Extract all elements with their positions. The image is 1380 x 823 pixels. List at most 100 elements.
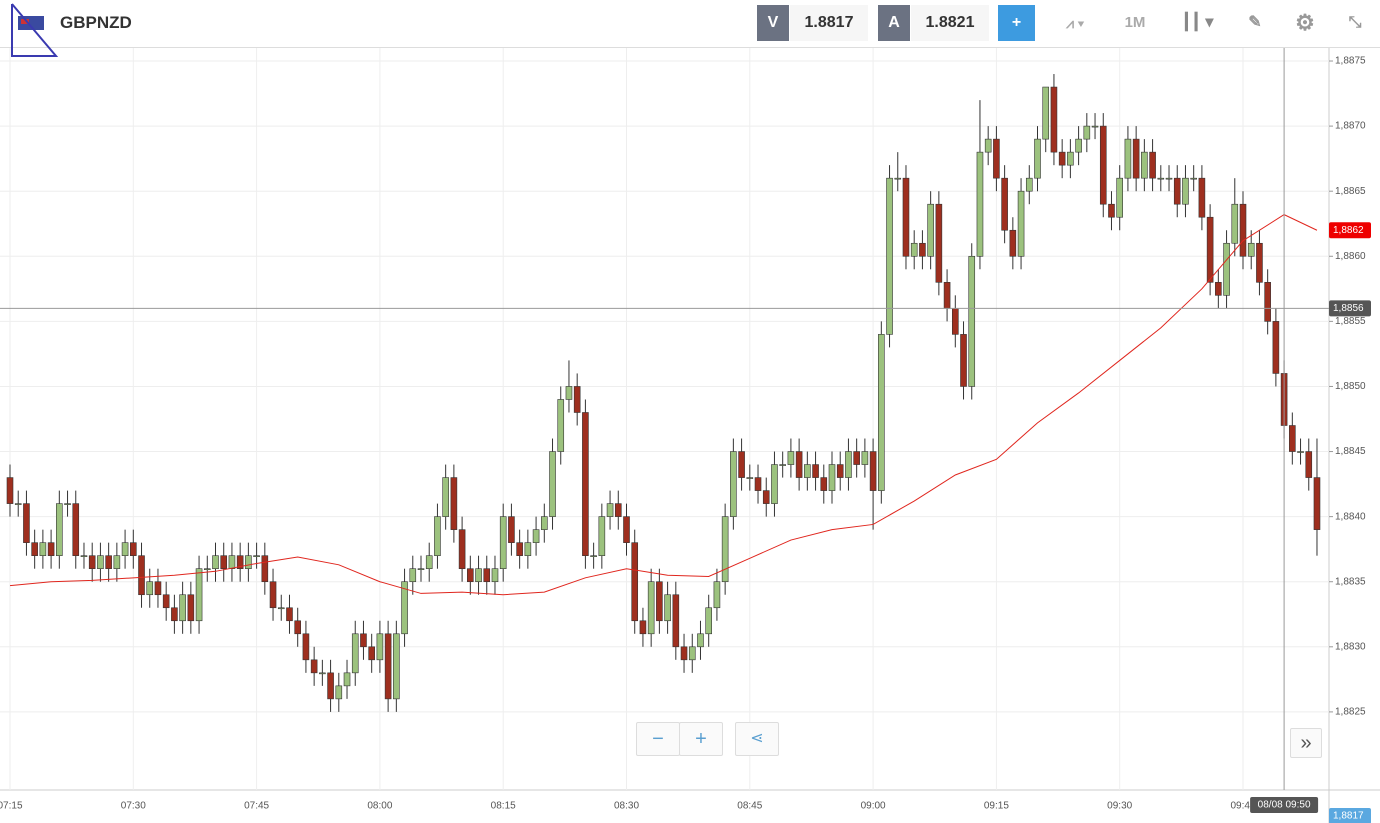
- candle-body-down: [762, 490, 770, 504]
- candle-body-up: [1083, 125, 1091, 140]
- candle-body-up: [804, 464, 811, 478]
- candle-body-up: [179, 594, 186, 622]
- timeframe-button[interactable]: 1M: [1124, 14, 1146, 31]
- candle-body-down: [1050, 86, 1058, 153]
- candle-body-up: [984, 138, 992, 153]
- bid-label[interactable]: V: [757, 5, 789, 41]
- collapse-button[interactable]: ⤡: [1348, 14, 1362, 31]
- candle-body-up: [540, 516, 548, 530]
- candle-body-down: [812, 464, 819, 478]
- candle-body-up: [771, 464, 778, 504]
- candle-body-down: [993, 138, 1000, 179]
- chart-style-button[interactable]: ⩘ ▾: [1066, 15, 1084, 31]
- x-tick-label: 07:30: [121, 801, 146, 812]
- candle-body-down: [951, 308, 959, 335]
- candle-body-up: [713, 581, 721, 609]
- candle-body-up: [598, 516, 606, 556]
- candle-body-up: [409, 568, 417, 583]
- draw-button[interactable]: ✎: [1248, 14, 1262, 31]
- candle-body-down: [1239, 203, 1247, 257]
- candle-body-down: [1001, 177, 1008, 231]
- y-tick-label: 1,8870: [1335, 121, 1366, 132]
- candle-body-up: [212, 555, 219, 570]
- ask-label[interactable]: A: [878, 5, 910, 41]
- candle-body-down: [360, 633, 367, 648]
- candle-body-up: [195, 568, 203, 622]
- share[interactable]: ⋖: [735, 722, 779, 756]
- candle-body-up: [705, 607, 713, 635]
- bid-price[interactable]: 1.8817: [790, 5, 868, 41]
- candle-body-up: [787, 451, 795, 465]
- candle-body-down: [384, 633, 392, 700]
- zoom-out[interactable]: −: [636, 722, 680, 756]
- scroll-right[interactable]: »: [1290, 728, 1322, 758]
- settings-button[interactable]: ⚙: [1295, 10, 1315, 35]
- candle-body-down: [1149, 151, 1156, 179]
- candle-body-up: [1075, 138, 1082, 153]
- y-tick-label: 1,8850: [1335, 381, 1366, 392]
- candle-type-button[interactable]: ┃┃ ▾: [1181, 14, 1214, 31]
- candle-body-up: [203, 568, 211, 571]
- candle-body-up: [894, 177, 902, 180]
- candle-body-down: [269, 581, 277, 609]
- candle-body-down: [154, 581, 162, 596]
- candle-body-up: [442, 477, 449, 517]
- candle-body-up: [524, 542, 532, 556]
- candle-body-down: [72, 503, 80, 556]
- zoom-in[interactable]: +: [679, 722, 723, 756]
- candle-body-down: [869, 451, 877, 491]
- x-tick-label: 08:00: [367, 801, 392, 812]
- candle-body-up: [688, 646, 696, 661]
- candle-body-down: [1009, 229, 1017, 257]
- y-tick-label: 1,8825: [1335, 707, 1366, 718]
- candle-body-down: [187, 594, 195, 622]
- candle-body-up: [56, 503, 63, 556]
- candle-body-up: [730, 451, 737, 517]
- candle-body-down: [1256, 242, 1263, 283]
- crosshair-button[interactable]: +: [998, 5, 1035, 41]
- candle-body-down: [754, 477, 762, 491]
- candle-body-up: [779, 464, 786, 466]
- candle-body-down: [368, 646, 375, 661]
- x-tick-label: 07:45: [244, 801, 269, 812]
- candle-body-down: [1272, 321, 1280, 374]
- x-tick-label: 09:15: [984, 801, 1009, 812]
- candle-body-up: [606, 503, 614, 517]
- candle-body-up: [1034, 138, 1041, 179]
- candle-body-up: [491, 568, 499, 583]
- candle-body-up: [1067, 151, 1074, 166]
- candle-body-down: [1206, 216, 1214, 283]
- candle-body-down: [508, 516, 515, 543]
- x-tick-label: 08:45: [737, 801, 762, 812]
- y-tick-label: 1,8860: [1335, 251, 1366, 262]
- crosshair-price-label: 1,8856: [1333, 303, 1364, 314]
- grid: [0, 48, 1329, 790]
- candle-body-up: [146, 581, 154, 596]
- candle-body-up: [1190, 177, 1197, 180]
- candle-body-down: [623, 516, 630, 543]
- candle-body-up: [97, 555, 104, 570]
- x-tick-label: 07:15: [0, 801, 23, 812]
- candle-body-up: [393, 633, 400, 700]
- candle-body-up: [228, 555, 236, 570]
- candle-body-down: [47, 542, 55, 556]
- candle-body-up: [861, 451, 869, 465]
- candle-body-down: [836, 464, 844, 478]
- candle-body-up: [1297, 451, 1304, 453]
- candle-body-down: [1173, 177, 1181, 205]
- ask-price[interactable]: 1.8821: [911, 5, 989, 41]
- candle-body-down: [853, 451, 860, 465]
- toolbar: GBPNZD V 1.8817 A 1.8821 + ⩘ ▾ 1M ┃┃ ▾ ✎…: [0, 0, 1380, 57]
- candle-body-up: [1157, 177, 1165, 180]
- candle-body-down: [327, 672, 334, 700]
- y-tick-label: 1,8865: [1335, 186, 1366, 197]
- candle-body-up: [1042, 86, 1050, 140]
- candle-body-up: [549, 451, 556, 517]
- x-tick-label: 09:30: [1107, 801, 1132, 812]
- candle-body-down: [6, 477, 14, 504]
- candle-body-down: [672, 594, 680, 648]
- candle-body-up: [39, 542, 47, 556]
- candle-body-up: [878, 334, 885, 491]
- candle-body-up: [565, 386, 573, 400]
